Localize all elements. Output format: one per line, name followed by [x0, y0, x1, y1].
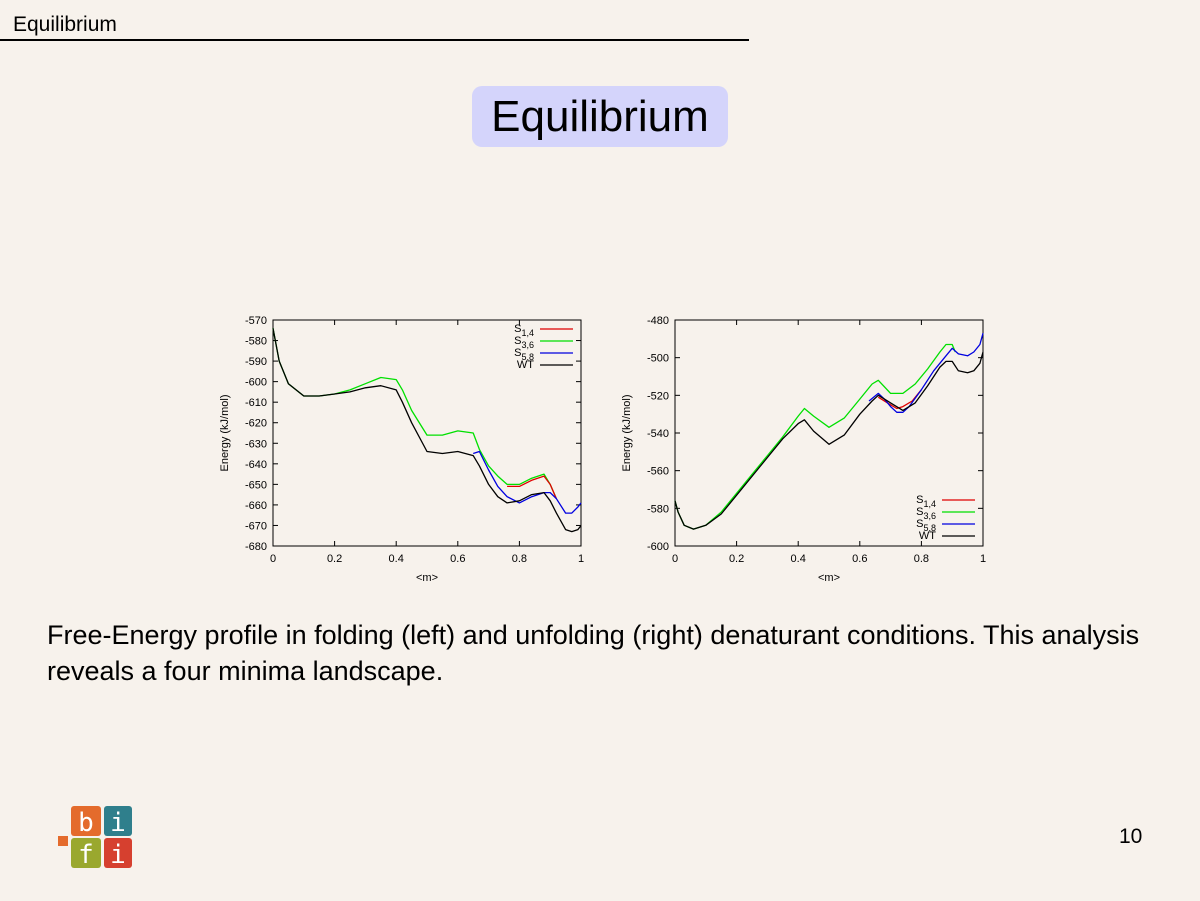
y-tick-label: -650 [245, 479, 267, 491]
y-tick-label: -480 [647, 315, 669, 327]
x-tick-label: 1 [578, 553, 584, 565]
x-tick-label: 0.4 [791, 553, 806, 565]
legend-label: S3,6 [916, 506, 936, 521]
legend-series-subscript: 3,6 [923, 511, 936, 521]
series-line-wt [674, 351, 984, 530]
logo-tile-b [71, 806, 101, 836]
legend: S1,4S3,6S5,8WT [514, 323, 573, 371]
logo-letter-f: f [78, 840, 94, 868]
legend-label: S1,4 [514, 323, 534, 338]
y-axis-label: Energy (kJ/mol) [219, 394, 231, 471]
y-tick-label: -670 [245, 520, 267, 532]
legend-series-name: S [916, 494, 923, 506]
y-tick-label: -600 [647, 541, 669, 553]
plot-frame [272, 319, 582, 547]
y-tick-label: -590 [245, 356, 267, 368]
page-number: 10 [1119, 825, 1143, 848]
logo-tile-i-top [104, 806, 132, 836]
y-tick-label: -580 [245, 336, 267, 348]
legend: S1,4S3,6S5,8WT [916, 494, 975, 542]
legend-series-name: S [916, 506, 923, 518]
x-tick-label: 0.8 [512, 553, 527, 565]
y-tick-label: -660 [245, 500, 267, 512]
x-tick-label: 0.4 [389, 553, 404, 565]
series-line-wt [272, 328, 582, 533]
legend-series-name: S [514, 335, 521, 347]
y-tick-label: -620 [245, 418, 267, 430]
chart-unfolding: 0 0.2 0.4 0.6 0.8 1 -600 -580 -560 -540 -520 -500 -4… [621, 315, 986, 584]
x-tick-label: 0.6 [852, 553, 867, 565]
legend-series-subscript: 1,4 [923, 499, 936, 509]
legend-series-name: WT [919, 530, 936, 542]
y-tick-label: -640 [245, 459, 267, 471]
logo-letter-i-bottom: i [110, 840, 126, 868]
legend-label: S5,8 [514, 347, 534, 362]
x-tick-label: 0.6 [450, 553, 465, 565]
slide-caption: Free-Energy profile in folding (left) an… [47, 620, 1140, 686]
y-tick-label: -540 [647, 428, 669, 440]
legend-series-name: S [514, 347, 521, 359]
x-axis-label: <m> [818, 572, 840, 584]
legend-series-subscript: 1,4 [521, 328, 534, 338]
legend-series-name: WT [517, 359, 534, 371]
y-tick-label: -610 [245, 397, 267, 409]
y-tick-label: -680 [245, 541, 267, 553]
logo-letter-i-top: i [110, 808, 126, 838]
series-line-s5-8 [868, 333, 984, 413]
y-tick-label: -520 [647, 390, 669, 402]
legend-label: S5,8 [916, 518, 936, 533]
legend-label: WT [919, 530, 936, 542]
legend-series-subscript: 3,6 [521, 340, 534, 350]
header-section-title: Equilibrium [13, 13, 117, 36]
logo-accent-square [58, 836, 68, 846]
y-axis-label: Energy (kJ/mol) [621, 394, 633, 471]
series-line-s1-4 [507, 475, 557, 499]
x-tick-label: 0 [270, 553, 276, 565]
y-tick-label: -570 [245, 315, 267, 327]
x-tick-label: 1 [980, 553, 986, 565]
y-tick-label: -630 [245, 438, 267, 450]
series-line-s3-6 [674, 343, 956, 530]
legend-series-subscript: 5,8 [521, 352, 534, 362]
y-tick-label: -580 [647, 503, 669, 515]
x-tick-label: 0.8 [914, 553, 929, 565]
slide-title-box: Equilibrium [472, 86, 728, 147]
legend-label: WT [517, 359, 534, 371]
x-tick-label: 0.2 [729, 553, 744, 565]
x-tick-label: 0.2 [327, 553, 342, 565]
bifi-logo: b i f i [58, 806, 132, 868]
series-line-s5-8 [473, 450, 582, 514]
header-divider [0, 39, 749, 41]
y-tick-label: -500 [647, 353, 669, 365]
legend-label: S1,4 [916, 494, 936, 509]
slide-title: Equilibrium [491, 91, 709, 141]
x-axis-label: <m> [416, 572, 438, 584]
y-tick-label: -560 [647, 466, 669, 478]
legend-series-name: S [916, 518, 923, 530]
x-tick-label: 0 [672, 553, 678, 565]
legend-series-name: S [514, 323, 521, 335]
chart-folding: 0 0.2 0.4 0.6 0.8 1 -680 -670 -660 -650 -640 -630 -6… [219, 315, 584, 584]
logo-letter-b: b [78, 808, 94, 838]
legend-label: S3,6 [514, 335, 534, 350]
legend-series-subscript: 5,8 [923, 523, 936, 533]
logo-tile-f [71, 838, 101, 868]
logo-tile-i-bottom [104, 838, 132, 868]
y-tick-label: -600 [245, 377, 267, 389]
